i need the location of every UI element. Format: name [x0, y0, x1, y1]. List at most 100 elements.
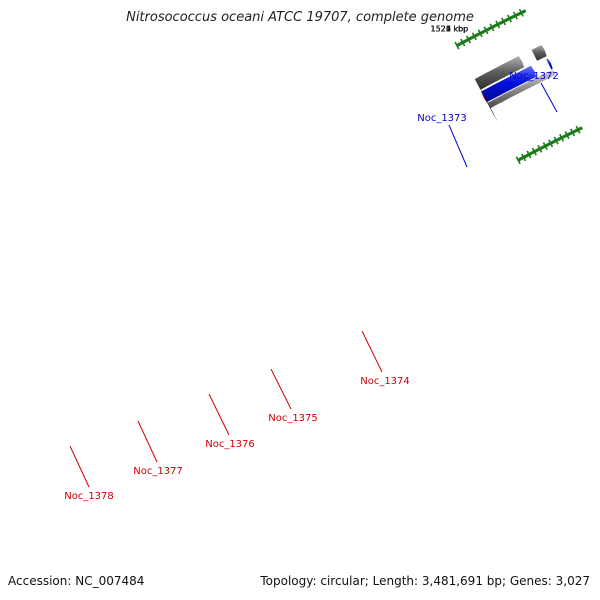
inner-tick	[557, 137, 561, 141]
inner-tick	[526, 153, 530, 157]
inner-tick	[534, 148, 539, 153]
inner-tick	[536, 148, 540, 152]
gene-label: Noc_1374	[360, 376, 410, 387]
inner-tick	[563, 134, 567, 138]
outer-tick	[509, 16, 513, 20]
inner-tick	[548, 142, 552, 146]
gene-label: Noc_1376	[205, 439, 255, 450]
inner-tick	[556, 137, 560, 142]
feature-cds	[482, 93, 489, 104]
gene-leader-line	[448, 124, 468, 168]
outer-tick-ring	[454, 8, 527, 50]
inner-tick	[519, 156, 524, 161]
gene-leader-line	[270, 368, 292, 410]
outer-tick	[512, 14, 516, 19]
feature-rna	[488, 105, 495, 117]
inner-tick	[531, 150, 535, 155]
outer-tick	[507, 14, 512, 23]
inner-tick	[564, 131, 570, 140]
outer-tick	[477, 32, 481, 36]
inner-tick	[544, 143, 548, 148]
feature-blue	[546, 58, 554, 70]
gene-leader-line	[361, 330, 383, 373]
inner-tick	[521, 153, 527, 162]
outer-tick	[458, 41, 463, 46]
inner-tick	[567, 132, 571, 136]
outer-tick	[487, 26, 492, 31]
outer-tick	[468, 37, 472, 41]
outer-tick	[500, 20, 505, 24]
outer-tick	[479, 30, 483, 35]
inner-tick	[525, 153, 529, 158]
inner-tick	[542, 142, 548, 151]
outer-tick	[517, 12, 521, 16]
inner-tick	[515, 156, 521, 165]
outer-tick	[495, 20, 501, 29]
outer-tick	[492, 24, 496, 28]
outer-tick	[465, 38, 469, 42]
outer-tick	[520, 10, 525, 14]
outer-tick	[515, 13, 519, 17]
outer-tick	[477, 29, 483, 38]
inner-tick	[575, 128, 579, 133]
gene-leader-line	[137, 420, 158, 463]
feature-track	[474, 44, 554, 121]
outer-tick	[499, 20, 503, 25]
gene-label: Noc_1373	[417, 113, 467, 124]
kbp-label: 1524 kbp	[431, 24, 469, 33]
inner-tick	[577, 127, 581, 132]
gene-label: Noc_1372	[509, 71, 559, 82]
outer-tick	[486, 27, 490, 31]
outer-tick	[463, 39, 467, 44]
outer-tick	[462, 40, 466, 44]
inner-tick	[548, 139, 554, 148]
outer-tick	[503, 19, 507, 23]
outer-tick	[470, 35, 474, 40]
inner-tick	[539, 146, 543, 151]
kbp-label: 1522 kbp	[431, 24, 469, 33]
inner-tick	[570, 128, 576, 137]
inner-tick	[575, 125, 581, 134]
outer-tick	[457, 42, 461, 47]
outer-tick	[510, 15, 514, 20]
inner-tick	[526, 150, 532, 159]
inner-tick	[517, 157, 521, 162]
inner-tick	[550, 140, 554, 145]
inner-tick	[574, 129, 578, 133]
outer-tick	[469, 36, 473, 40]
feature-rna	[493, 115, 498, 121]
map-title: Nitrosococcus oceani ATCC 19707, complet…	[126, 10, 474, 25]
outer-tick	[505, 17, 509, 22]
outer-tick	[518, 11, 522, 16]
outer-tick	[460, 38, 466, 47]
inner-tick	[545, 143, 549, 147]
inner-tick-ring	[515, 125, 583, 165]
gene-label: Noc_1377	[133, 466, 183, 477]
outer-tick	[489, 23, 495, 32]
kbp-label: 1526 kbp	[431, 24, 469, 33]
outer-tick	[475, 33, 479, 37]
inner-tick	[573, 129, 577, 134]
inner-tick	[551, 140, 555, 144]
outer-tick	[511, 15, 515, 19]
inner-tick	[552, 139, 556, 144]
outer-tick	[493, 23, 497, 28]
inner-tick	[564, 133, 568, 138]
outer-tick	[454, 41, 460, 50]
inner-tick	[562, 134, 566, 139]
outer-tick	[512, 11, 518, 20]
backbone-arc	[487, 69, 556, 109]
inner-tick	[520, 156, 525, 160]
outer-tick	[483, 26, 489, 35]
outer-tick	[464, 38, 468, 43]
inner-tick	[530, 151, 534, 155]
inner-tick	[540, 145, 544, 150]
outer-tick	[460, 41, 464, 45]
inner-tick	[542, 144, 546, 149]
genome-stats: Topology: circular; Length: 3,481,691 bp…	[260, 574, 590, 588]
inner-tick	[537, 147, 541, 152]
outer-tick	[489, 26, 493, 30]
outer-tick	[501, 17, 507, 26]
kbp-label: 1521 kbp	[431, 24, 469, 33]
